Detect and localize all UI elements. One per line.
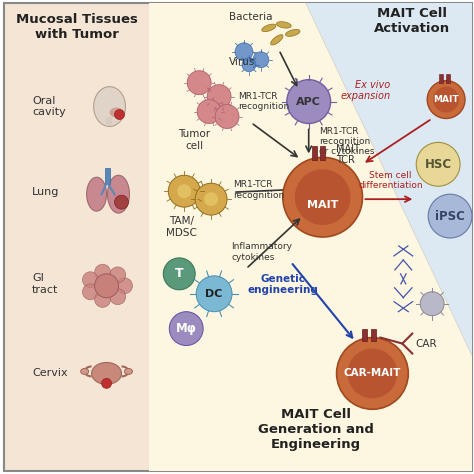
Ellipse shape [91,363,121,384]
Polygon shape [149,3,472,471]
Ellipse shape [285,29,300,36]
Text: T: T [175,267,183,280]
FancyBboxPatch shape [320,146,325,160]
Circle shape [187,71,211,95]
Text: Mucosal Tissues
with Tumor: Mucosal Tissues with Tumor [16,13,137,41]
Circle shape [110,289,126,305]
Circle shape [347,348,397,398]
Ellipse shape [87,177,107,211]
Text: TAM/
MDSC: TAM/ MDSC [166,216,197,237]
Circle shape [115,195,128,209]
Circle shape [177,184,191,198]
Ellipse shape [81,368,89,374]
FancyBboxPatch shape [439,74,443,83]
Circle shape [287,80,330,124]
Circle shape [235,43,253,61]
Ellipse shape [109,108,124,118]
Circle shape [428,194,472,238]
Circle shape [215,105,239,128]
Text: MR1-TCR
recognition: MR1-TCR recognition [238,92,289,111]
Text: MAIT: MAIT [307,200,338,210]
Text: Bacteria: Bacteria [229,12,273,22]
Circle shape [117,278,132,294]
Circle shape [242,58,256,72]
Text: MR1-TCR
recognition
or cytokines: MR1-TCR recognition or cytokines [319,127,374,156]
Text: CAR: CAR [415,338,437,348]
Circle shape [195,183,227,215]
Text: CAR-MAIT: CAR-MAIT [344,368,401,378]
Text: Tumor
cell: Tumor cell [178,129,210,151]
Text: MAIT Cell
Generation and
Engineering: MAIT Cell Generation and Engineering [258,408,374,451]
Ellipse shape [276,22,291,28]
Text: Virus: Virus [229,57,255,67]
Ellipse shape [125,368,132,374]
Ellipse shape [108,175,129,213]
FancyBboxPatch shape [362,329,367,341]
Circle shape [164,258,195,290]
Circle shape [207,85,231,109]
Circle shape [283,157,363,237]
Circle shape [110,267,126,283]
Text: Oral
cavity: Oral cavity [32,96,65,118]
Text: APC: APC [296,97,321,107]
Circle shape [427,81,465,118]
Circle shape [82,284,99,300]
FancyBboxPatch shape [106,117,111,127]
Circle shape [253,52,269,68]
Text: MAIT Cell
Activation: MAIT Cell Activation [374,7,450,35]
Circle shape [196,276,232,312]
Circle shape [295,169,351,225]
Text: Lung: Lung [32,187,59,197]
FancyBboxPatch shape [105,168,109,184]
Circle shape [101,378,111,388]
Text: MAIT
TCR: MAIT TCR [336,144,359,165]
Text: Inflammatory
cytokines: Inflammatory cytokines [231,242,292,262]
Ellipse shape [271,35,283,45]
Text: Stem cell
differentiation: Stem cell differentiation [358,171,423,190]
Circle shape [168,175,200,207]
Text: iPSC: iPSC [435,210,465,223]
Text: Mφ: Mφ [176,322,197,335]
Text: Genetic
engineering: Genetic engineering [247,274,318,295]
Circle shape [95,264,110,280]
Text: DC: DC [205,289,223,299]
Circle shape [115,109,125,119]
Circle shape [169,312,203,346]
Text: MAIT: MAIT [433,95,459,104]
Circle shape [95,292,110,307]
FancyBboxPatch shape [447,74,450,83]
Circle shape [416,142,460,186]
FancyBboxPatch shape [371,329,376,341]
Circle shape [433,87,459,112]
Ellipse shape [262,24,276,32]
Polygon shape [306,3,472,356]
Text: Cervix: Cervix [32,368,67,378]
Text: Ex vivo
expansion: Ex vivo expansion [340,80,391,101]
Circle shape [420,292,444,316]
Circle shape [82,272,99,288]
Polygon shape [4,3,472,471]
FancyBboxPatch shape [312,146,317,160]
Text: MR1-TCR
recognition: MR1-TCR recognition [233,181,284,200]
Circle shape [197,100,221,124]
Text: GI
tract: GI tract [32,273,58,295]
Circle shape [95,274,118,298]
Circle shape [204,192,218,206]
Circle shape [337,337,408,409]
Ellipse shape [93,87,126,127]
Text: HSC: HSC [425,158,452,171]
